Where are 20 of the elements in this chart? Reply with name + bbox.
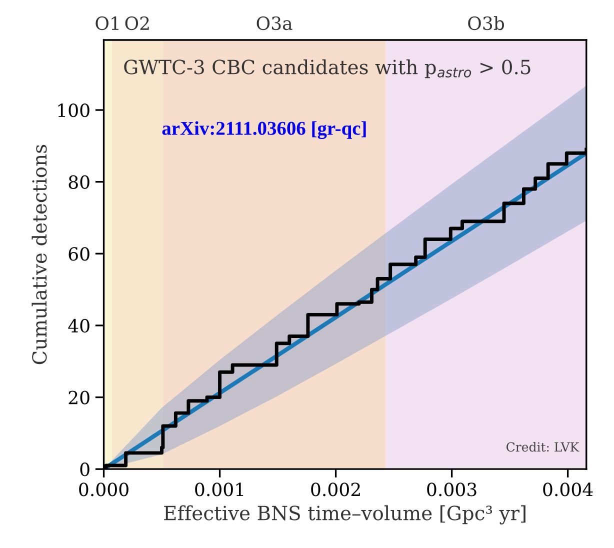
y-tick-label: 80 [68,175,90,189]
x-tick-label: 0.004 [543,482,593,496]
text: GWTC-3 CBC candidates with p$_{astro}$ > 0.5 [124,59,530,78]
y-tick-label: 0 [80,462,90,476]
y-tick-label: 40 [68,318,90,333]
x-tick-label: 0.003 [427,482,476,496]
y-tick-label: 60 [68,247,90,261]
annotation: Credit: LVK [506,442,580,452]
x-tick-label: 0.001 [195,482,244,496]
band-label: O3b [468,16,504,30]
band-label: O2 [125,16,149,30]
band-label: O3a [256,16,292,30]
x-axis-title: Effective BNS time–volume [Gpc³ yr] [164,505,526,524]
y-tick-label: 20 [68,390,90,404]
y-axis-title: Cumulative detections [32,144,47,364]
band-label: O1 [96,16,118,30]
x-tick-label: 0.000 [79,482,128,496]
annotation: arXiv:2111.03606 [gr-qc] [162,121,366,140]
y-tick-label: 100 [58,103,90,118]
x-tick-label: 0.002 [311,482,360,496]
